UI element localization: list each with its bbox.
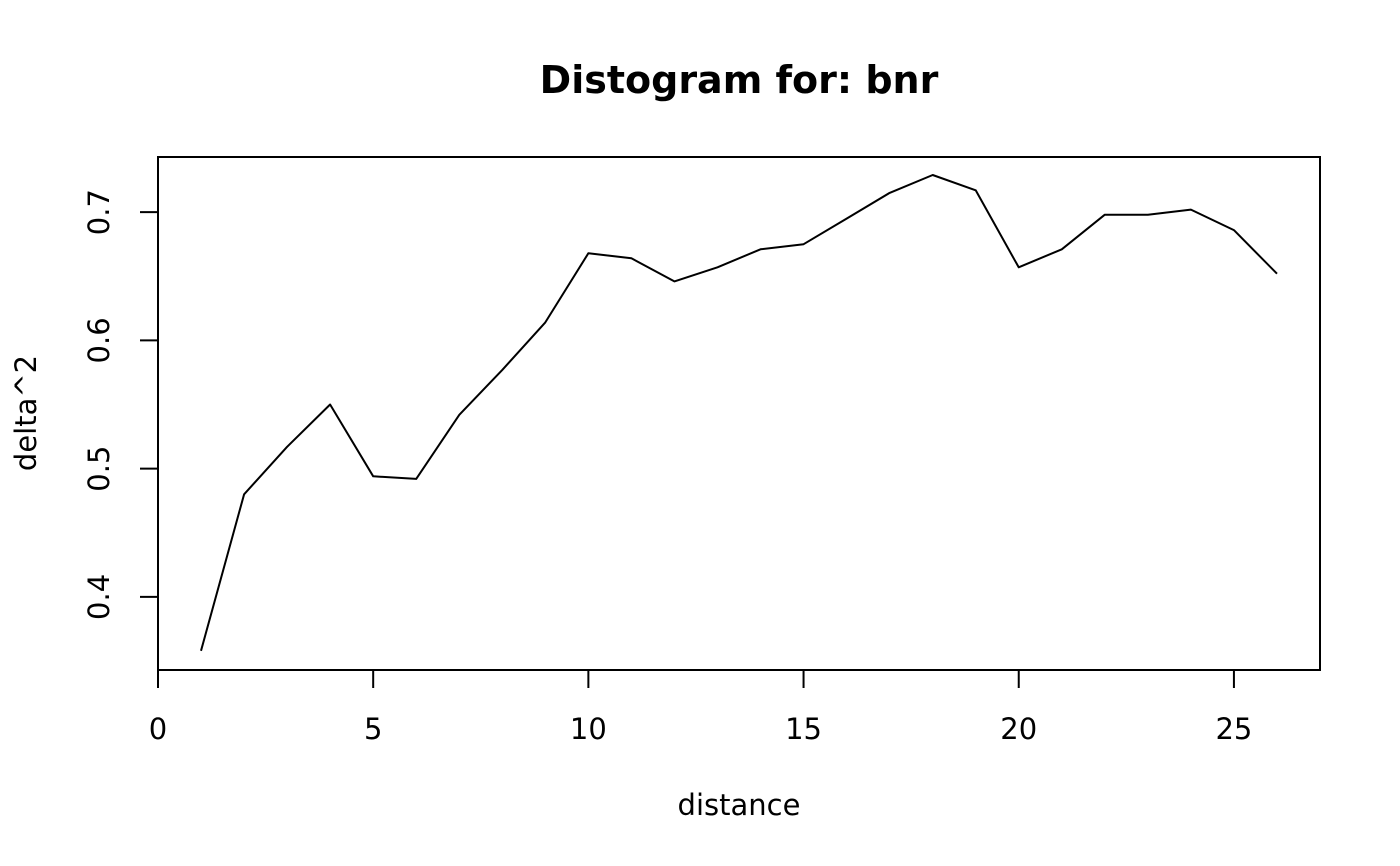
y-tick-label: 0.7 (82, 189, 116, 235)
x-tick-label: 0 (149, 712, 167, 746)
x-axis-label: distance (678, 788, 801, 822)
x-tick-label: 25 (1215, 712, 1252, 746)
plot-frame (157, 156, 1321, 671)
x-tick-label: 10 (570, 712, 607, 746)
y-axis-label: delta^2 (9, 355, 43, 471)
y-axis: 0.4 0.5 0.6 0.7 (82, 189, 159, 620)
y-tick-label: 0.4 (82, 574, 116, 620)
x-axis: 0 5 10 15 20 25 (149, 669, 1252, 746)
y-tick-label: 0.6 (82, 317, 116, 363)
chart-title: Distogram for: bnr (540, 58, 939, 102)
y-tick-label: 0.5 (82, 446, 116, 492)
x-tick-label: 5 (364, 712, 382, 746)
x-tick-label: 15 (785, 712, 822, 746)
series-line (200, 174, 1278, 652)
x-tick-label: 20 (1000, 712, 1037, 746)
